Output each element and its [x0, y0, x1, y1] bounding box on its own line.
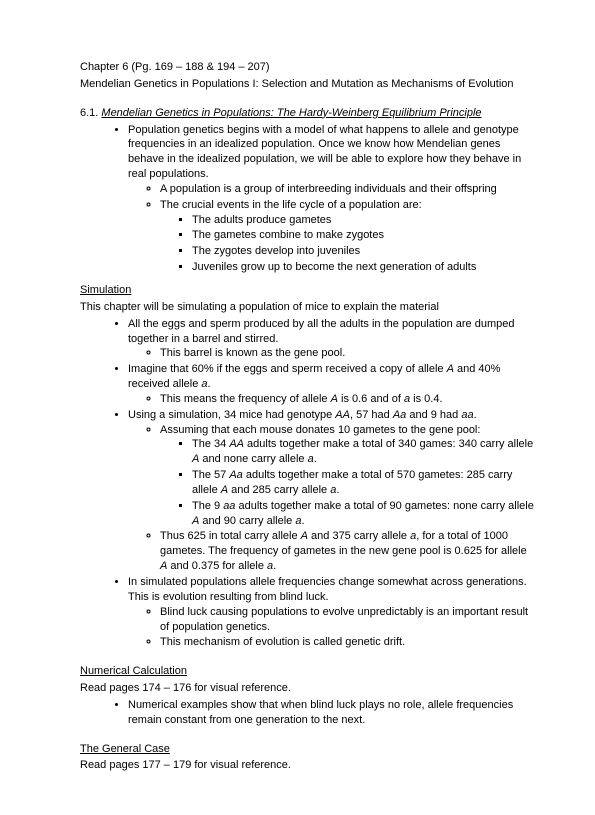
list-item: Assuming that each mouse donates 10 game… — [160, 423, 535, 529]
item-text: . — [336, 484, 339, 496]
item-text: and 9 had — [406, 409, 461, 421]
section-number: 6.1. — [80, 107, 101, 119]
item-text: and none carry allele — [199, 453, 307, 465]
item-text: The 57 — [192, 469, 229, 481]
item-text: is 0.6 and of — [338, 393, 404, 405]
item-text: and 285 carry allele — [228, 484, 330, 496]
item-text: All the eggs and sperm produced by all t… — [128, 318, 514, 345]
chapter-subtitle: Mendelian Genetics in Populations I: Sel… — [80, 77, 535, 92]
item-text: The 34 — [192, 438, 229, 450]
allele-A: A — [447, 363, 454, 375]
general-case-heading: The General Case — [80, 742, 535, 757]
item-text: Thus 625 in total carry allele — [160, 530, 301, 542]
list-item: Numerical examples show that when blind … — [128, 698, 535, 728]
geno-aa: aa — [461, 409, 473, 421]
geno-Aa: Aa — [229, 469, 242, 481]
item-text: adults together make a total of 90 gamet… — [235, 500, 533, 512]
list-item: Using a simulation, 34 mice had genotype… — [128, 408, 535, 574]
item-text: and 0.375 for allele — [167, 560, 267, 572]
item-text: . — [474, 409, 477, 421]
list-item: All the eggs and sperm produced by all t… — [128, 317, 535, 362]
list-item: The 34 AA adults together make a total o… — [192, 437, 535, 467]
item-text: , 57 had — [350, 409, 393, 421]
section-title: Mendelian Genetics in Populations: The H… — [101, 107, 481, 119]
list-item: Thus 625 in total carry allele A and 375… — [160, 529, 535, 574]
geno-aa: aa — [223, 500, 235, 512]
item-text: In simulated populations allele frequenc… — [128, 576, 527, 603]
list-item: Population genetics begins with a model … — [128, 123, 535, 275]
simulation-heading: Simulation — [80, 283, 535, 298]
chapter-line: Chapter 6 (Pg. 169 – 188 & 194 – 207) — [80, 60, 535, 75]
allele-A: A — [301, 530, 308, 542]
item-text: . — [208, 378, 211, 390]
list-item: In simulated populations allele frequenc… — [128, 575, 535, 650]
list-item: This means the frequency of allele A is … — [160, 392, 535, 407]
item-text: Assuming that each mouse donates 10 game… — [160, 424, 480, 436]
item-text: Imagine that 60% if the eggs and sperm r… — [128, 363, 447, 375]
list-item: This mechanism of evolution is called ge… — [160, 635, 535, 650]
item-text: Population genetics begins with a model … — [128, 124, 521, 181]
item-text: Using a simulation, 34 mice had genotype — [128, 409, 335, 421]
list-item: The gametes combine to make zygotes — [192, 228, 535, 243]
bullet-list: Numerical examples show that when blind … — [80, 698, 535, 728]
item-text: . — [273, 560, 276, 572]
general-case-ref: Read pages 177 – 179 for visual referenc… — [80, 758, 535, 773]
list-item: Juveniles grow up to become the next gen… — [192, 260, 535, 275]
simulation-intro: This chapter will be simulating a popula… — [80, 300, 535, 315]
section-heading: 6.1. Mendelian Genetics in Populations: … — [80, 106, 535, 121]
bullet-list: All the eggs and sperm produced by all t… — [80, 317, 535, 651]
item-text: . — [314, 453, 317, 465]
numerical-ref: Read pages 174 – 176 for visual referenc… — [80, 681, 535, 696]
geno-AA: AA — [335, 409, 350, 421]
geno-Aa: Aa — [393, 409, 406, 421]
list-item: A population is a group of interbreeding… — [160, 182, 535, 197]
allele-A: A — [221, 484, 228, 496]
geno-AA: AA — [229, 438, 244, 450]
list-item: Blind luck causing populations to evolve… — [160, 605, 535, 635]
list-item: The 57 Aa adults together make a total o… — [192, 468, 535, 498]
list-item: The zygotes develop into juveniles — [192, 244, 535, 259]
item-text: . — [301, 515, 304, 527]
item-text: is 0.4. — [410, 393, 442, 405]
item-text: and 375 carry allele — [308, 530, 410, 542]
list-item: Imagine that 60% if the eggs and sperm r… — [128, 362, 535, 407]
list-item: This barrel is known as the gene pool. — [160, 346, 535, 361]
item-text: and 90 carry allele — [199, 515, 295, 527]
numerical-heading: Numerical Calculation — [80, 664, 535, 679]
bullet-list: Population genetics begins with a model … — [80, 123, 535, 275]
list-item: The 9 aa adults together make a total of… — [192, 499, 535, 529]
list-item: The adults produce gametes — [192, 213, 535, 228]
item-text: This means the frequency of allele — [160, 393, 331, 405]
list-item: The crucial events in the life cycle of … — [160, 198, 535, 275]
item-text: The crucial events in the life cycle of … — [160, 199, 422, 211]
item-text: The 9 — [192, 500, 223, 512]
item-text: adults together make a total of 340 game… — [244, 438, 533, 450]
allele-A: A — [331, 393, 338, 405]
